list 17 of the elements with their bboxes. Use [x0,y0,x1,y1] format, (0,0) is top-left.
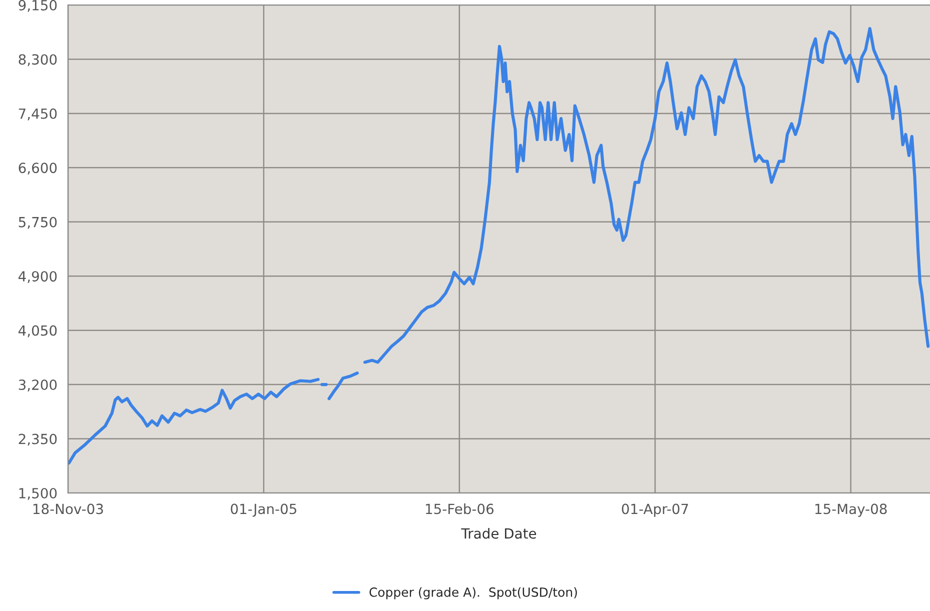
legend-label: Copper (grade A). Spot(USD/ton) [370,587,577,600]
y-tick-label: 8,300 [18,54,57,66]
y-tick-label: 5,750 [18,216,57,229]
x-tick-label: 01-Apr-07 [622,504,688,517]
y-tick-label: 9,150 [18,0,57,12]
y-tick-label: 2,350 [18,434,57,446]
x-tick-label: 15-Feb-06 [426,503,494,514]
y-tick-label: 7,450 [18,108,57,120]
x-axis-title: Trade Date [461,528,536,539]
y-tick-label: 4,050 [18,325,57,338]
x-tick-label: 15-May-08 [815,504,887,517]
x-tick-label: 18-Nov-03 [33,504,103,514]
y-tick-label: 6,600 [18,162,57,175]
y-tick-label: 4,900 [18,271,57,283]
x-tick-label: 01-Jan-05 [230,504,296,517]
y-tick-label: 1,500 [19,488,57,500]
y-tick-label: 3,200 [18,380,57,392]
